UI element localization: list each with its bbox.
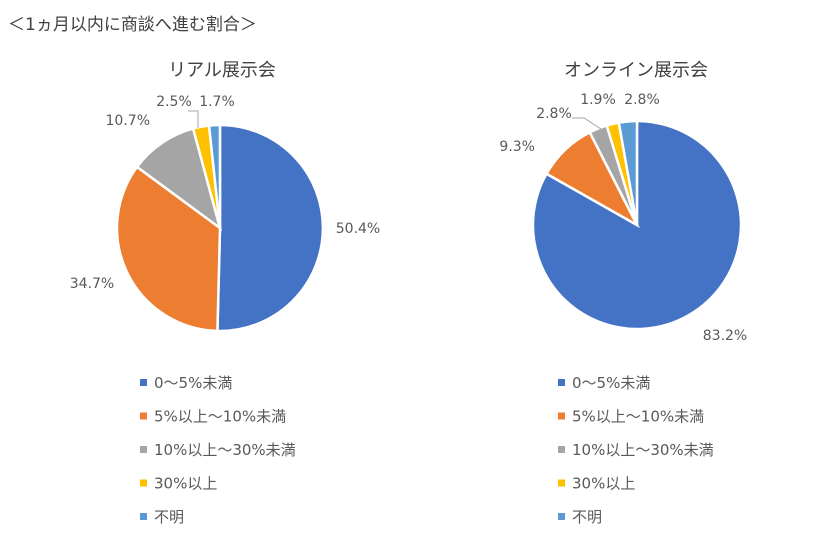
legend-label-10-30: 10%以上～30%未満: [154, 441, 296, 459]
legend-label-30-plus: 30%以上: [154, 475, 217, 493]
legend-label-unknown: 不明: [572, 508, 602, 526]
data-label-unknown: 2.8%: [624, 92, 660, 108]
legend-label-0-5: 0～5%未満: [572, 374, 650, 392]
data-label-5-10: 34.7%: [70, 276, 114, 292]
chart-real-exhibition: リアル展示会 50.4% 34.7% 10.7% 2.5% 1.7% 0～5%未満 5%以…: [70, 60, 380, 526]
page-title: ＜1ヵ月以内に商談へ進む割合＞: [8, 15, 257, 35]
data-label-30-plus: 2.5%: [156, 94, 192, 110]
legend-label-unknown: 不明: [154, 508, 184, 526]
data-labels-online: 83.2% 9.3% 2.8% 1.9% 2.8%: [499, 92, 747, 344]
chart-online-exhibition: オンライン展示会 83.2% 9.3% 2.8% 1.9% 2.8% 0～5%未満 5%以…: [499, 60, 747, 526]
data-label-unknown: 1.7%: [199, 94, 235, 110]
legend-marker-5-10: [140, 412, 147, 420]
pie-slice-unknown: [617, 119, 639, 226]
chart-title-real: リアル展示会: [168, 60, 276, 81]
data-label-10-30: 10.7%: [106, 113, 150, 129]
legend-label-5-10: 5%以上～10%未満: [154, 408, 286, 426]
data-labels-real: 50.4% 34.7% 10.7% 2.5% 1.7%: [70, 94, 380, 292]
legend-marker-10-30: [558, 446, 565, 453]
pie-slice-unknown: [207, 123, 222, 229]
leader-line-10-30: [572, 117, 602, 130]
legend-marker-0-5: [140, 379, 147, 386]
data-label-0-5: 83.2%: [703, 328, 747, 344]
pie-slice-5-10: [115, 165, 222, 333]
leader-line-unknown: [188, 110, 199, 128]
legend-label-30-plus: 30%以上: [572, 475, 635, 493]
legend-marker-30-plus: [558, 479, 565, 487]
pie-slice-0-5: [216, 123, 325, 333]
data-label-10-30: 2.8%: [536, 106, 572, 122]
legend-marker-0-5: [558, 379, 565, 386]
legend-marker-5-10: [558, 412, 565, 420]
data-label-30-plus: 1.9%: [580, 92, 616, 108]
legend-marker-unknown: [558, 513, 565, 520]
data-label-0-5: 50.4%: [336, 221, 380, 237]
legend-label-0-5: 0～5%未満: [154, 374, 232, 392]
legend-label-10-30: 10%以上～30%未満: [572, 441, 714, 459]
legend-marker-10-30: [140, 446, 147, 453]
legend-label-5-10: 5%以上～10%未満: [572, 408, 704, 426]
legend-marker-30-plus: [140, 479, 147, 487]
pie-real: [115, 123, 325, 333]
pie-online: [531, 119, 743, 331]
legend-marker-unknown: [140, 513, 147, 520]
data-label-5-10: 9.3%: [499, 139, 535, 155]
chart-title-online: オンライン展示会: [564, 60, 708, 81]
